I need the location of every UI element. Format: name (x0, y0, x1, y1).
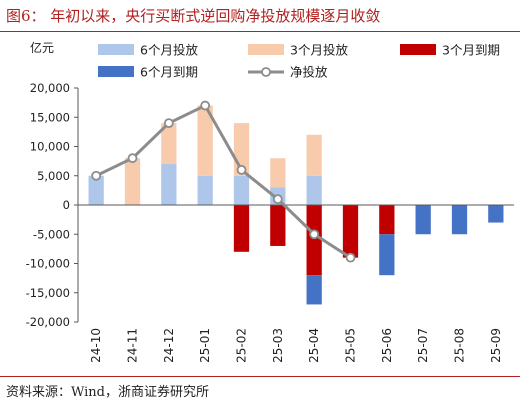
x-tick-label: 25-03 (271, 328, 285, 363)
bar-3个月投放 (161, 123, 177, 165)
bar-6个月投放 (233, 175, 250, 205)
x-tick-label: 24-12 (162, 328, 176, 363)
legend-label: 3个月投放 (290, 43, 348, 58)
net-injection-point (163, 118, 174, 128)
net-injection-point (309, 229, 320, 240)
bar-3个月投放 (306, 134, 322, 176)
x-tick-label: 25-02 (235, 328, 249, 363)
x-tick-label: 25-01 (198, 328, 212, 363)
net-injection-chart: 亿元 20,000 15,000 10,000 5,000 0 -5,000 -10,000 -… (26, 40, 514, 363)
bar-6个月投放 (88, 175, 104, 205)
figure-title: 图6： 年初以来，央行买断式逆回购净投放规模逐月收敛 (6, 7, 381, 25)
legend-swatch (98, 44, 134, 55)
title-divider (0, 31, 520, 32)
bar-3个月到期 (233, 205, 250, 252)
y-axis-unit-label: 亿元 (30, 40, 54, 55)
bar-6个月到期 (488, 205, 504, 223)
bar-6个月到期 (306, 275, 322, 305)
bar-3个月到期 (342, 205, 359, 258)
bar-3个月到期 (306, 205, 322, 276)
source-note: 资料来源：Wind，浙商证券研究所 (6, 385, 209, 400)
bar-6个月投放 (197, 175, 213, 205)
bar-6个月投放 (161, 164, 177, 205)
x-tick-label: 24-11 (126, 328, 140, 363)
bar-3个月投放 (270, 158, 286, 188)
figure-title-bar: 图6： 年初以来，央行买断式逆回购净投放规模逐月收敛 (0, 0, 520, 32)
legend-swatch-marker (261, 67, 271, 77)
y-tick-label: -15,000 (26, 286, 70, 300)
x-tick-label: 25-04 (307, 328, 321, 363)
bar-6个月到期 (415, 205, 431, 235)
y-tick-label: 10,000 (30, 140, 70, 154)
x-tick-label: 25-09 (489, 328, 503, 363)
net-injection-point (345, 252, 356, 263)
y-tick-label: 5,000 (37, 169, 70, 183)
legend-swatch (400, 44, 436, 55)
net-injection-point (272, 194, 283, 205)
bar-6个月到期 (379, 234, 395, 276)
bar-3个月到期 (270, 205, 286, 246)
x-tick-label: 25-06 (380, 328, 394, 363)
net-injection-line (95, 103, 352, 259)
y-tick-label: 15,000 (30, 110, 70, 124)
legend-swatch (248, 44, 284, 55)
x-tick-label: 25-07 (416, 328, 430, 363)
source-divider (0, 376, 520, 377)
net-injection-point (200, 100, 211, 111)
bar-6个月到期 (451, 205, 468, 235)
y-tick-label: 20,000 (30, 81, 70, 95)
legend-swatch (98, 66, 134, 77)
x-tick-label: 24-10 (89, 328, 103, 363)
x-tick-label: 25-08 (453, 328, 467, 363)
legend-label: 3个月到期 (442, 43, 500, 58)
x-tick-label: 25-05 (344, 328, 358, 363)
y-tick-label: -20,000 (26, 315, 70, 329)
bar-3个月到期 (379, 205, 395, 235)
net-injection-point (91, 170, 102, 181)
y-tick-label: -10,000 (26, 257, 70, 271)
net-injection-point (127, 153, 138, 164)
y-tick-label: -5,000 (33, 227, 70, 241)
y-tick-label: 0 (63, 198, 70, 212)
legend-label: 6个月投放 (140, 43, 198, 58)
net-injection-point (236, 164, 247, 175)
bar-6个月投放 (306, 175, 322, 205)
legend-label: 净投放 (290, 65, 328, 80)
bar-3个月投放 (197, 105, 213, 176)
legend-label: 6个月到期 (140, 65, 198, 80)
bar-3个月投放 (124, 158, 141, 205)
